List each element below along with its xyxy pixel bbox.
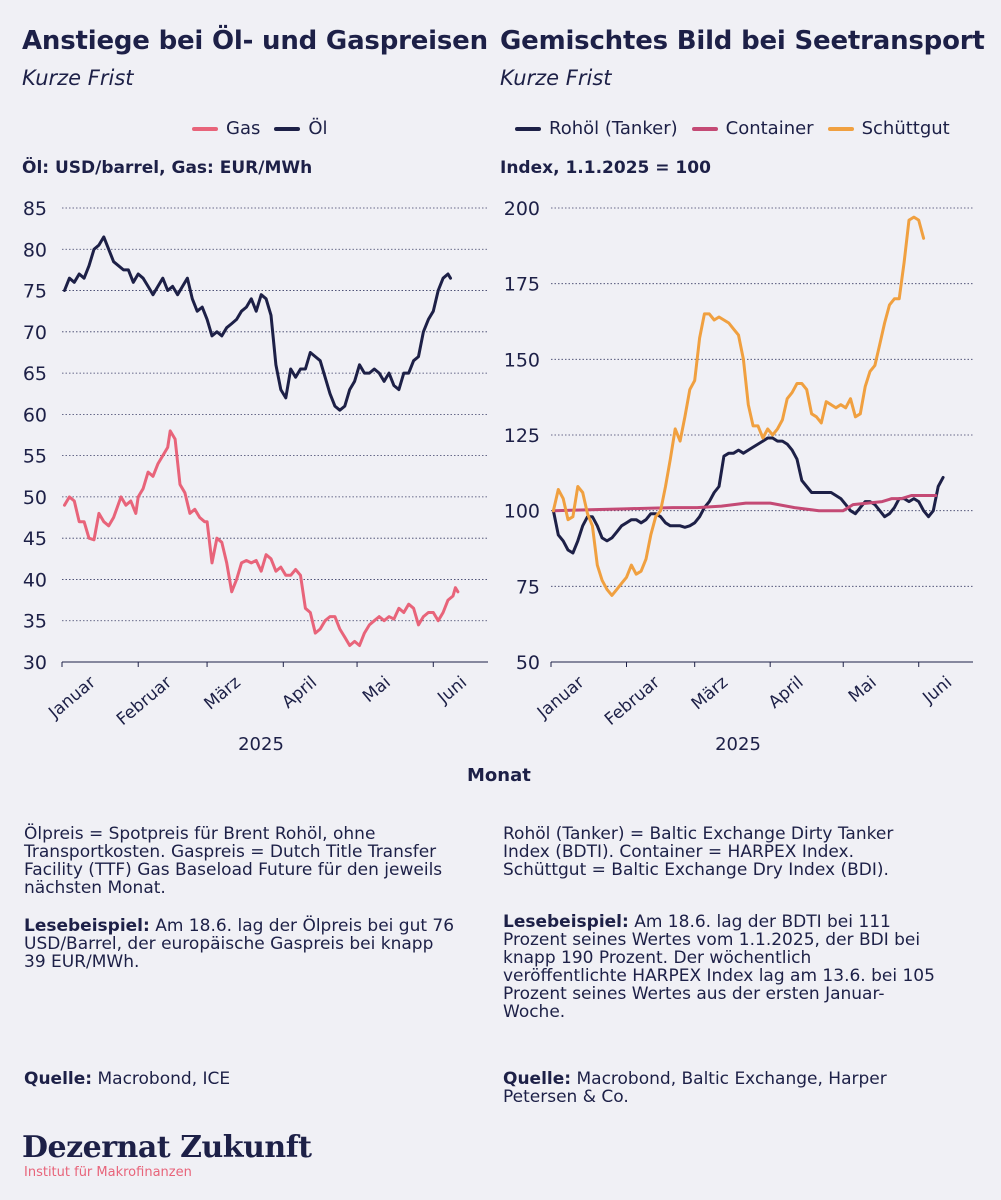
right-example-line-5: Prozent seines Wertes aus der ersten Jan… — [503, 984, 885, 1004]
right-note-line-2: Index (BDTI). Container = HARPEX Index. — [503, 842, 855, 862]
legend-item-gas: Gas — [192, 118, 260, 139]
left-line-chart: 30 35 40 45 50 55 60 65 70 75 80 85 Januar Februar Mär… — [23, 198, 488, 755]
left-y-tick-label: 30 — [23, 652, 47, 674]
left-y-tick-label: 75 — [23, 281, 47, 303]
right-line-chart: 50 75 100 125 150 175 200 Januar Februar März Apri… — [504, 198, 973, 755]
right-source-label: Quelle: — [503, 1069, 572, 1089]
legend-label-container: Container — [725, 118, 814, 139]
right-note-example: Lesebeispiel: Am 18.6. lag der BDTI bei … — [503, 913, 973, 1021]
left-y-tick-label: 45 — [23, 528, 47, 550]
legend-swatch-container — [691, 126, 718, 131]
left-source-label: Quelle: — [24, 1069, 93, 1089]
left-y-tick-label: 55 — [23, 446, 47, 468]
legend-item-bulk: Schüttgut — [827, 118, 950, 139]
legend-label-gas: Gas — [226, 118, 261, 139]
left-x-tick-label: März — [200, 672, 244, 714]
legend-item-tanker: Rohöl (Tanker) — [515, 118, 678, 139]
left-legend: Gas Öl — [192, 118, 342, 139]
right-x-tick-label: Februar — [601, 673, 664, 730]
left-note-line-4: nächsten Monat. — [24, 878, 166, 898]
legend-label-oil: Öl — [308, 118, 328, 139]
left-x-tick-label: Mai — [359, 673, 395, 707]
left-x-tick-label: Juni — [433, 673, 471, 709]
legend-item-container: Container — [691, 118, 814, 139]
right-source-line-1: Macrobond, Baltic Exchange, Harper — [571, 1069, 887, 1089]
left-y-tick-label: 60 — [23, 404, 47, 426]
left-series-öl-line — [63, 235, 452, 412]
left-note-line-2: Transportkosten. Gaspreis = Dutch Title … — [24, 842, 437, 862]
left-y-tick-label: 35 — [23, 611, 47, 633]
left-y-tick-label: 85 — [23, 198, 47, 220]
left-y-tick-label: 50 — [23, 487, 47, 509]
right-example-line-6: Woche. — [503, 1002, 566, 1022]
right-source: Quelle: Macrobond, Baltic Exchange, Harp… — [503, 1070, 973, 1106]
left-note-definition: Ölpreis = Spotpreis für Brent Rohöl, ohn… — [24, 825, 494, 897]
right-chart-title: Gemischtes Bild bei Seetransport — [500, 26, 985, 56]
left-series-gas-line — [63, 429, 460, 647]
right-example-line-2: Prozent seines Wertes vom 1.1.2025, der … — [503, 930, 921, 950]
right-series-schüttgut-line — [551, 215, 926, 597]
right-y-tick-label: 50 — [516, 652, 540, 674]
left-x-tick-label: Februar — [113, 673, 176, 730]
right-notes: Rohöl (Tanker) = Baltic Exchange Dirty T… — [503, 825, 973, 1041]
legend-label-bulk: Schüttgut — [861, 118, 950, 139]
right-x-tick-label: April — [765, 673, 808, 713]
left-example-line-2: USD/Barrel, der europäische Gaspreis bei… — [24, 934, 434, 954]
legend-swatch-gas — [192, 126, 218, 131]
left-unit-label: Öl: USD/barrel, Gas: EUR/MWh — [22, 158, 313, 178]
right-x-tick-label: Juni — [918, 673, 956, 709]
right-note-line-3: Schüttgut = Baltic Exchange Dry Index (B… — [503, 860, 889, 880]
shared-x-axis-title: Monat — [467, 765, 531, 786]
right-series-rohöl-tanker-line — [551, 436, 945, 555]
legend-item-oil: Öl — [274, 118, 328, 139]
right-x-tick-label: Januar — [533, 673, 588, 724]
left-notes: Ölpreis = Spotpreis für Brent Rohöl, ohn… — [24, 825, 494, 991]
left-note-example: Lesebeispiel: Am 18.6. lag der Ölpreis b… — [24, 917, 494, 971]
legend-label-tanker: Rohöl (Tanker) — [549, 118, 678, 139]
right-chart-subtitle: Kurze Frist — [500, 66, 612, 90]
left-y-tick-label: 70 — [23, 322, 47, 344]
right-example-line-4: veröffentlichte HARPEX Index lag am 13.6… — [503, 966, 935, 986]
logo-wordmark: Dezernat Zukunft — [22, 1130, 312, 1165]
left-y-tick-label: 40 — [23, 569, 47, 591]
legend-swatch-tanker — [515, 126, 541, 131]
right-y-tick-label: 175 — [504, 274, 540, 296]
left-x-axis-label: 2025 — [238, 734, 284, 755]
left-chart-subtitle: Kurze Frist — [22, 66, 134, 90]
right-note-definition: Rohöl (Tanker) = Baltic Exchange Dirty T… — [503, 825, 973, 879]
left-example-line-1: Am 18.6. lag der Ölpreis bei gut 76 — [149, 916, 455, 936]
right-x-tick-label: März — [688, 672, 732, 714]
right-y-tick-label: 200 — [504, 198, 540, 220]
right-y-tick-label: 150 — [504, 349, 540, 371]
right-y-tick-label: 100 — [504, 501, 540, 523]
legend-swatch-bulk — [827, 126, 854, 131]
left-note-line-3: Facility (TTF) Gas Baseload Future für d… — [24, 860, 443, 880]
left-example-line-3: 39 EUR/MWh. — [24, 952, 140, 972]
right-y-tick-label: 125 — [504, 425, 540, 447]
right-example-line-1: Am 18.6. lag der BDTI bei 111 — [628, 912, 891, 932]
right-unit-label: Index, 1.1.2025 = 100 — [500, 158, 711, 178]
left-example-label: Lesebeispiel: — [24, 916, 150, 936]
legend-swatch-oil — [274, 126, 301, 131]
right-x-axis-label: 2025 — [715, 734, 761, 755]
left-y-tick-label: 80 — [23, 239, 47, 261]
left-note-line-1: Ölpreis = Spotpreis für Brent Rohöl, ohn… — [24, 824, 376, 844]
right-example-label: Lesebeispiel: — [503, 912, 629, 932]
left-x-tick-label: April — [278, 673, 321, 713]
right-source-line-2: Petersen & Co. — [503, 1087, 629, 1107]
right-example-line-3: knapp 190 Prozent. Der wöchentlich — [503, 948, 812, 968]
logo-tagline: Institut für Makrofinanzen — [24, 1165, 192, 1180]
right-x-tick-label: Mai — [845, 673, 881, 707]
left-source-text: Macrobond, ICE — [92, 1069, 231, 1089]
right-series-container-line — [551, 494, 938, 513]
left-x-tick-label: Januar — [44, 673, 99, 724]
left-chart-title: Anstiege bei Öl- und Gaspreisen — [22, 26, 488, 56]
right-legend: Rohöl (Tanker) Container Schüttgut — [515, 118, 964, 139]
right-note-line-1: Rohöl (Tanker) = Baltic Exchange Dirty T… — [503, 824, 894, 844]
right-y-tick-label: 75 — [516, 576, 540, 598]
left-source: Quelle: Macrobond, ICE — [24, 1070, 494, 1088]
left-y-tick-label: 65 — [23, 363, 47, 385]
